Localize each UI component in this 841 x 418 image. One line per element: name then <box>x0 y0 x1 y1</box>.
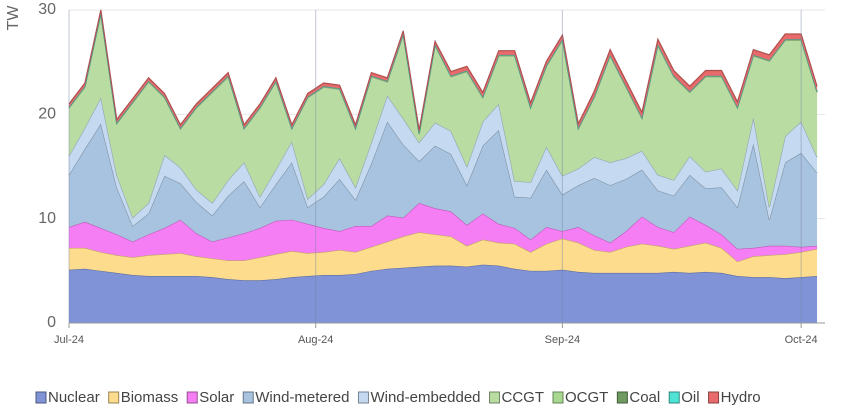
legend-label: OCGT <box>565 389 608 406</box>
x-tick-label: Sep-24 <box>545 334 580 346</box>
legend-label: Oil <box>681 389 699 406</box>
y-tick-label: 30 <box>38 1 56 18</box>
legend-label: CCGT <box>502 389 545 406</box>
y-axis-label: TW <box>5 5 22 31</box>
area <box>69 121 818 249</box>
legend-label: Biomass <box>121 389 179 406</box>
legend-label: Wind-metered <box>255 389 349 406</box>
area <box>69 264 818 323</box>
legend-swatch <box>108 391 120 404</box>
y-tick-label: 10 <box>38 210 56 227</box>
legend-swatch <box>357 391 369 404</box>
area <box>69 14 818 218</box>
legend-swatch <box>708 391 720 404</box>
legend-label: Coal <box>629 389 660 406</box>
legend-label: Hydro <box>721 389 761 406</box>
x-tick-label: Aug-24 <box>298 334 333 346</box>
y-tick-label: 0 <box>47 314 56 331</box>
area <box>69 95 818 226</box>
legend-label: Solar <box>199 389 234 406</box>
legend-label: Nuclear <box>48 389 100 406</box>
legend-swatch <box>186 391 198 404</box>
legend-swatch <box>489 391 501 404</box>
legend-label: Wind-embedded <box>370 389 480 406</box>
legend-swatch <box>616 391 628 404</box>
legend-swatch <box>242 391 254 404</box>
area <box>69 203 818 262</box>
legend-swatch <box>552 391 564 404</box>
y-tick-label: 20 <box>38 106 56 123</box>
x-tick-label: Jul-24 <box>54 334 84 346</box>
area <box>69 232 818 281</box>
area-edge <box>68 9 818 131</box>
legend-swatch <box>668 391 680 404</box>
legend-swatch <box>35 391 47 404</box>
x-tick-label: Oct-24 <box>785 334 818 346</box>
